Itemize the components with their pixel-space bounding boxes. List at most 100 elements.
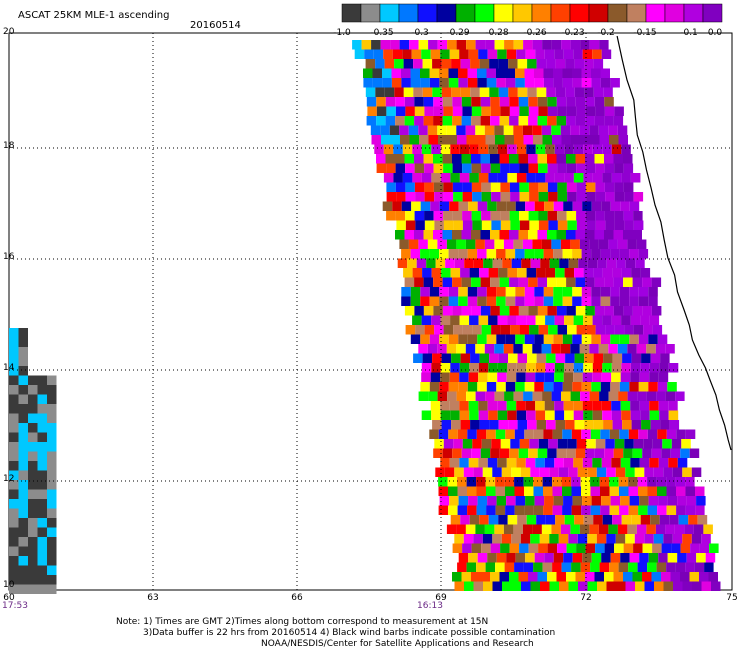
swath-cell [372, 68, 382, 78]
swath-cell [500, 439, 511, 449]
swath-cell [506, 49, 517, 59]
swath-cell [458, 496, 469, 506]
swath-cell [457, 477, 467, 487]
swath-cell [449, 401, 460, 411]
swath-cell [487, 49, 498, 59]
swath-cell [557, 182, 567, 192]
swath-cell [404, 154, 414, 164]
swath-cell [623, 572, 633, 582]
swath-cell [405, 182, 415, 192]
colorbar-swatch [702, 3, 723, 23]
swath-cell [382, 201, 393, 211]
swath-cell [382, 68, 392, 78]
swath-cell [496, 553, 507, 563]
footnote-line-3: NOAA/NESDIS/Center for Satellite Applica… [261, 639, 534, 649]
swath-cell [494, 344, 504, 354]
swath-cell [526, 363, 536, 373]
swath-cell [488, 315, 498, 325]
swath-cell [532, 524, 542, 534]
colorbar-swatch [588, 3, 609, 23]
swath-cell [584, 353, 594, 363]
swath-cell [37, 432, 47, 442]
swath-cell [448, 382, 459, 392]
swath-cell [37, 385, 47, 395]
swath-cell [543, 68, 553, 78]
swath-cell [594, 154, 604, 164]
swath-cell [610, 382, 620, 392]
swath-cell [460, 420, 471, 430]
swath-cell [604, 543, 615, 553]
swath-cell [416, 258, 427, 268]
swath-cell [477, 78, 487, 88]
swath-cell [489, 59, 499, 69]
swath-cell [691, 467, 702, 477]
swath-cell [583, 173, 593, 183]
swath-cell [453, 192, 463, 202]
swath-cell [660, 420, 670, 430]
swath-cell [629, 249, 639, 259]
swath-cell [435, 467, 445, 477]
swath-cell [430, 201, 440, 211]
swath-cell [536, 515, 546, 525]
swath-cell [567, 220, 577, 230]
swath-cell [433, 182, 444, 192]
swath-cell [371, 135, 381, 145]
swath-cell [506, 372, 517, 382]
swath-cell [554, 401, 564, 411]
swath-cell [479, 59, 490, 69]
swath-cell [457, 135, 467, 145]
swath-cell [397, 258, 408, 268]
swath-cell [488, 173, 498, 183]
swath-cell [682, 581, 692, 591]
swath-cell [452, 543, 463, 553]
swath-cell [516, 401, 526, 411]
swath-cell [605, 192, 615, 202]
swath-cell [498, 515, 508, 525]
swath-cell [429, 334, 440, 344]
swath-cell [451, 353, 461, 363]
swath-cell [633, 325, 644, 335]
swath-cell [563, 496, 573, 506]
swath-cell [670, 572, 680, 582]
swath-cell [556, 154, 566, 164]
swath-cell [528, 543, 539, 553]
swath-cell [47, 375, 57, 385]
swath-cell [395, 97, 405, 107]
swath-cell [438, 486, 448, 496]
swath-cell [505, 78, 516, 88]
swath-cell [555, 420, 566, 430]
swath-cell [613, 306, 624, 316]
swath-cell [592, 315, 603, 325]
swath-cell [576, 211, 586, 221]
swath-cell [421, 410, 432, 420]
swath-cell [597, 258, 607, 268]
swath-cell [449, 496, 459, 506]
swath-cell [429, 78, 440, 88]
swath-cell [471, 543, 482, 553]
swath-cell [621, 515, 632, 525]
swath-cell [420, 201, 431, 211]
swath-cell [487, 201, 497, 211]
swath-cell [591, 78, 601, 88]
swath-cell [662, 439, 672, 449]
swath-cell [705, 553, 716, 563]
swath-cell [568, 467, 578, 477]
swath-cell [459, 315, 470, 325]
swath-cell [47, 584, 57, 594]
swath-cell [609, 562, 619, 572]
swath-cell [481, 325, 492, 335]
swath-cell [547, 97, 557, 107]
swath-cell [433, 277, 443, 287]
swath-cell [599, 477, 610, 487]
swath-cell [696, 553, 706, 563]
swath-cell [499, 306, 510, 316]
swath-cell [418, 344, 428, 354]
swath-cell [635, 581, 645, 591]
y-tick-label: 10 [3, 580, 15, 590]
swath-cell [426, 258, 436, 268]
swath-cell [396, 192, 406, 202]
y-tick-label: 12 [3, 474, 15, 484]
swath-cell [47, 537, 57, 547]
swath-cell [497, 401, 507, 411]
swath-cell [18, 337, 28, 347]
